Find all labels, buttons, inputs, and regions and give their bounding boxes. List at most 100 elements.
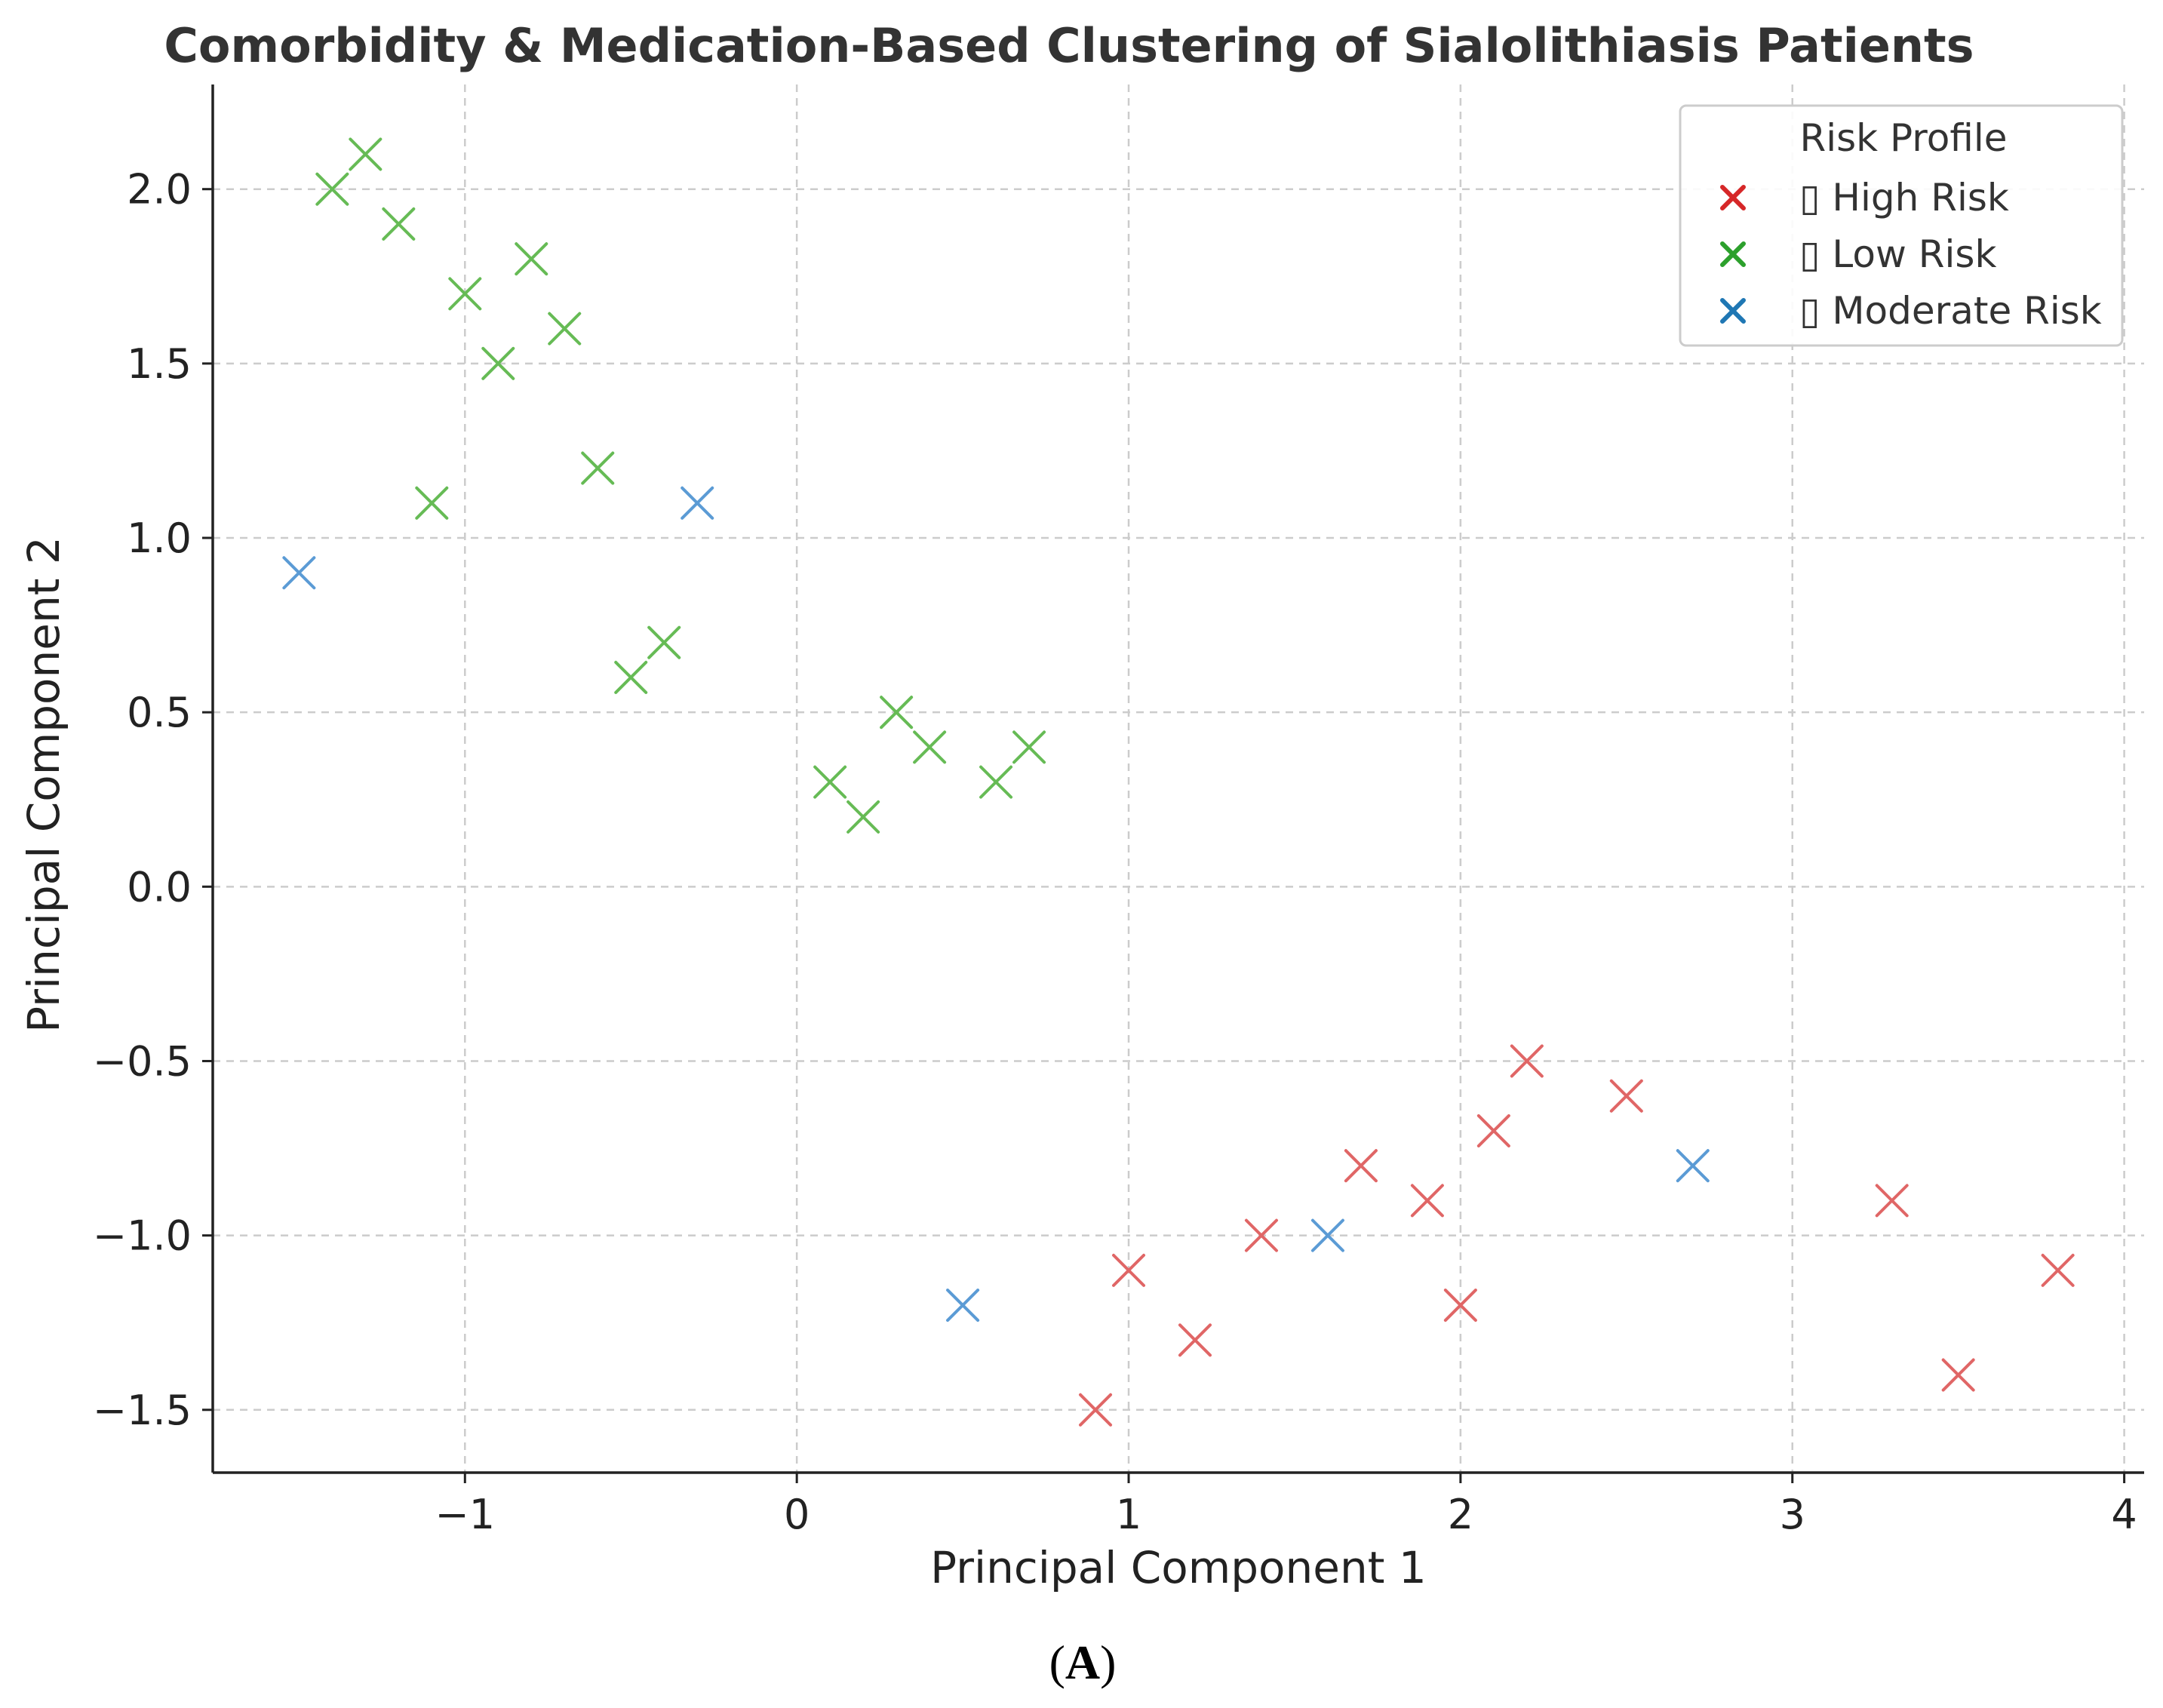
y-tick-label: 0.5 (127, 689, 192, 736)
data-point-moderate-risk (1310, 1218, 1344, 1252)
legend-entries: ▯ High Risk ▯ Low Risk ▯ Moderate Risk (1720, 176, 2102, 333)
y-tick-label: 1.5 (127, 340, 192, 388)
series-low-risk (315, 137, 1046, 834)
x-marker-stroke (315, 172, 349, 206)
data-point-high-risk (1244, 1218, 1278, 1252)
data-point-low-risk (515, 242, 548, 276)
x-marker-stroke (1510, 1044, 1544, 1078)
x-marker-stroke (979, 765, 1013, 799)
data-point-low-risk (548, 312, 582, 346)
x-marker-stroke (1012, 730, 1046, 764)
legend-entry: ▯ Moderate Risk (1720, 289, 2102, 333)
data-point-low-risk (880, 696, 914, 730)
legend-label: ▯ High Risk (1799, 176, 2009, 220)
y-tick-label: 0.0 (127, 863, 192, 911)
series-moderate-risk (282, 486, 1710, 1322)
x-marker-stroke (1410, 1184, 1444, 1218)
x-tick-label: 0 (784, 1491, 810, 1538)
x-marker-stroke (1244, 1218, 1278, 1252)
x-tick-label: 4 (2111, 1491, 2137, 1538)
x-marker-stroke (1079, 1393, 1113, 1427)
data-point-low-risk (846, 800, 880, 834)
legend-label: ▯ Moderate Risk (1799, 289, 2102, 333)
legend-label: ▯ Low Risk (1799, 232, 1996, 276)
data-point-high-risk (2041, 1253, 2075, 1287)
data-point-low-risk (448, 277, 482, 311)
x-marker-stroke (282, 556, 316, 590)
data-point-high-risk (1178, 1323, 1212, 1357)
data-point-high-risk (1941, 1358, 1975, 1392)
data-point-high-risk (1609, 1079, 1643, 1113)
data-point-low-risk (415, 486, 449, 520)
legend-entry: ▯ High Risk (1720, 176, 2009, 220)
legend: Risk Profile ▯ High Risk ▯ Low Risk ▯ Mode… (1679, 104, 2124, 347)
data-point-high-risk (1410, 1184, 1444, 1218)
data-point-low-risk (913, 730, 947, 764)
data-point-high-risk (1476, 1114, 1510, 1147)
caption-open-paren: ( (1049, 1636, 1065, 1689)
x-marker-stroke (1178, 1323, 1212, 1357)
x-marker-stroke (349, 137, 383, 171)
x-tick-label: −1 (435, 1491, 495, 1538)
legend-marker-icon (1720, 298, 1746, 324)
x-marker-stroke (946, 1289, 980, 1322)
data-points (282, 137, 2075, 1427)
data-point-low-risk (813, 765, 847, 799)
data-point-moderate-risk (1676, 1149, 1710, 1183)
x-marker-stroke (846, 800, 880, 834)
data-point-high-risk (1079, 1393, 1113, 1427)
x-marker-stroke (1112, 1253, 1146, 1287)
data-point-moderate-risk (681, 486, 714, 520)
data-point-low-risk (614, 660, 648, 694)
data-point-low-risk (481, 346, 515, 380)
x-axis-ticks: −1 0 1 2 3 4 (435, 1473, 2137, 1538)
x-tick-label: 2 (1448, 1491, 1473, 1538)
legend-title: Risk Profile (1800, 116, 2008, 160)
legend-frame (1679, 104, 2124, 347)
data-point-high-risk (1443, 1289, 1477, 1322)
figure-caption: (A) (1049, 1636, 1117, 1689)
y-tick-label: 1.0 (127, 515, 192, 562)
legend-marker-icon (1720, 241, 1746, 267)
y-axis-label: Principal Component 2 (18, 536, 69, 1033)
data-point-low-risk (1012, 730, 1046, 764)
x-marker-stroke (1875, 1184, 1909, 1218)
x-marker-stroke (681, 486, 714, 520)
data-point-high-risk (1112, 1253, 1146, 1287)
data-point-moderate-risk (946, 1289, 980, 1322)
data-point-low-risk (382, 207, 416, 241)
x-marker-stroke (382, 207, 416, 241)
chart-title: Comorbidity & Medication-Based Clusterin… (164, 18, 1974, 73)
y-tick-label: −0.5 (93, 1037, 192, 1085)
caption-close-paren: ) (1100, 1636, 1116, 1689)
x-marker-stroke (1344, 1149, 1378, 1183)
x-marker-stroke (647, 625, 681, 659)
x-marker-stroke (614, 660, 648, 694)
x-marker-stroke (481, 346, 515, 380)
data-point-low-risk (647, 625, 681, 659)
y-tick-label: −1.0 (93, 1212, 192, 1260)
y-axis-ticks: −1.5 −1.0 −0.5 0.0 0.5 1.0 1.5 2.0 (93, 166, 213, 1434)
legend-entry: ▯ Low Risk (1720, 232, 1996, 276)
data-point-low-risk (315, 172, 349, 206)
x-marker-stroke (415, 486, 449, 520)
y-tick-label: −1.5 (93, 1387, 192, 1434)
x-tick-label: 3 (1780, 1491, 1805, 1538)
data-point-low-risk (979, 765, 1013, 799)
x-marker-stroke (1443, 1289, 1477, 1322)
data-point-high-risk (1875, 1184, 1909, 1218)
legend-marker-icon (1720, 185, 1746, 210)
y-tick-label: 2.0 (127, 166, 192, 214)
x-marker-stroke (548, 312, 582, 346)
data-point-high-risk (1344, 1149, 1378, 1183)
x-marker-stroke (813, 765, 847, 799)
data-point-low-risk (581, 451, 615, 485)
x-marker-stroke (1609, 1079, 1643, 1113)
data-point-low-risk (349, 137, 383, 171)
axes-spines (211, 84, 2144, 1474)
x-marker-stroke (880, 696, 914, 730)
data-point-moderate-risk (282, 556, 316, 590)
x-marker-stroke (1941, 1358, 1975, 1392)
